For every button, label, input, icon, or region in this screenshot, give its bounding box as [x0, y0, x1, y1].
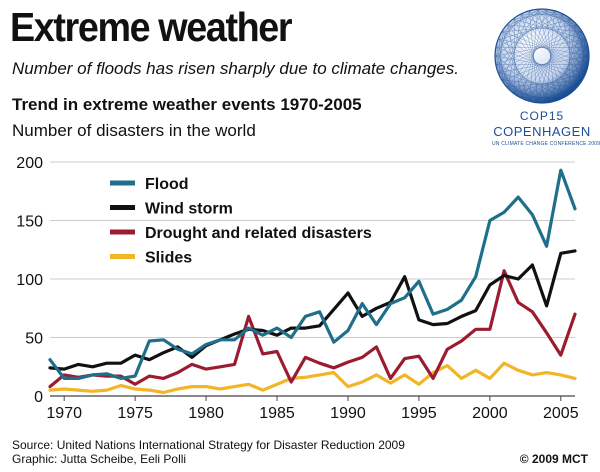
chart-title: Trend in extreme weather events 1970-200…: [12, 95, 362, 114]
y-tick-label: 200: [16, 155, 43, 172]
x-tick-label: 2005: [543, 405, 579, 422]
page-title: Extreme weather: [10, 4, 293, 50]
x-tick-label: 1985: [259, 405, 295, 422]
page-subtitle: Number of floods has risen sharply due t…: [12, 59, 459, 78]
y-tick-label: 50: [25, 331, 43, 348]
copyright-note: © 2009 MCT: [519, 452, 588, 466]
x-tick-label: 2000: [472, 405, 508, 422]
x-tick-label: 1995: [401, 405, 437, 422]
series-line-wind-storm: [48, 249, 577, 371]
legend-entry: Drought and related disasters: [145, 225, 372, 242]
x-tick-label: 1970: [46, 405, 82, 422]
series-line-drought-and-related-disasters: [48, 269, 577, 389]
y-tick-label: 150: [16, 214, 43, 231]
legend-entry: Flood: [145, 176, 189, 193]
cop15-logo: COP15 COPENHAGEN UN CLIMATE CHANGE CONFE…: [492, 6, 600, 156]
y-tick-label: 0: [34, 389, 43, 406]
legend-entry: Slides: [145, 250, 192, 267]
logo-cop15-text: COP15: [519, 109, 565, 123]
x-tick-label: 1980: [188, 405, 224, 422]
x-tick-label: 1975: [117, 405, 153, 422]
credit-note: Graphic: Jutta Scheibe, Eeli Polli: [12, 452, 187, 466]
series-line-flood: [48, 168, 577, 380]
y-axis-label: Number of disasters in the world: [12, 121, 256, 140]
source-note: Source: United Nations International Str…: [12, 438, 405, 452]
globe-icon: [494, 8, 590, 104]
legend-entry: Wind storm: [145, 201, 233, 218]
logo-conference-text: UN CLIMATE CHANGE CONFERENCE 2009: [492, 141, 600, 147]
series-line-slides: [48, 361, 577, 395]
x-tick-label: 1990: [330, 405, 366, 422]
y-tick-label: 100: [16, 272, 43, 289]
logo-city-text: COPENHAGEN: [493, 124, 591, 139]
